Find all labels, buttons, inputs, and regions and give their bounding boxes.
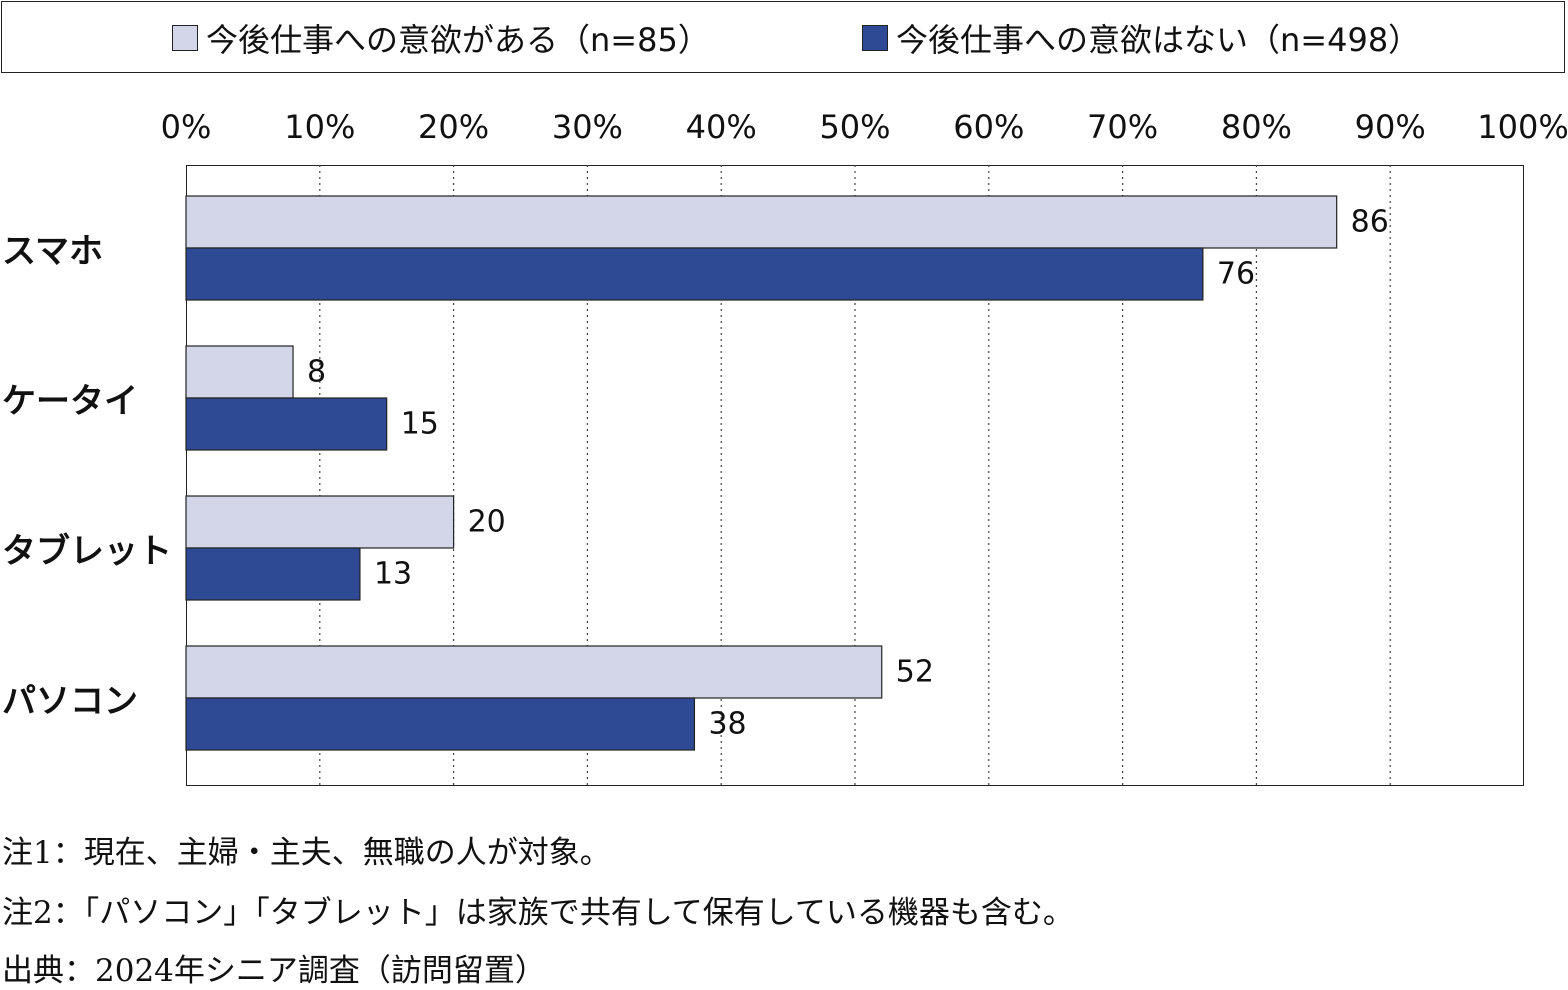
legend-label-not-motivated: 今後仕事への意欲はない（n=498） [896, 21, 1421, 59]
data-label: 13 [373, 556, 413, 592]
x-tick-label: 80% [1220, 108, 1292, 146]
bar-not-motivated [184, 546, 361, 601]
bar-not-motivated [184, 396, 387, 451]
legend-item-motivated: 今後仕事への意欲がある（n=85） [172, 2, 710, 74]
x-tick-label: 70% [1087, 108, 1159, 146]
source-note: 出典：2024年シニア調査（訪問留置） [2, 953, 546, 989]
legend-label-motivated: 今後仕事への意欲がある（n=85） [206, 21, 710, 59]
legend-swatch-not-motivated [862, 25, 888, 51]
data-label: 20 [467, 504, 506, 540]
note-2: 注2：「パソコン」「タブレット」は家族で共有して保有している機器も含む。 [2, 895, 1074, 931]
bar-not-motivated [184, 246, 1203, 301]
category-label: ケータイ [2, 381, 138, 422]
x-tick-label: 10% [284, 108, 356, 146]
legend: 今後仕事への意欲がある（n=85） 今後仕事への意欲はない（n=498） [1, 1, 1565, 73]
data-label: 8 [307, 354, 327, 390]
bar-motivated [184, 494, 454, 549]
category-label: タブレット [2, 531, 172, 572]
x-tick-label: 100% [1477, 108, 1568, 146]
bar-motivated [184, 194, 1337, 249]
data-label: 76 [1216, 256, 1256, 292]
plot-area [184, 164, 1524, 786]
legend-swatch-motivated [172, 25, 198, 51]
data-label: 38 [708, 706, 747, 742]
x-tick-label: 90% [1354, 108, 1426, 146]
data-label: 52 [895, 654, 934, 690]
bar-motivated [184, 644, 882, 699]
x-tick-label: 0% [160, 108, 212, 146]
x-tick-label: 20% [418, 108, 490, 146]
bar-chart [184, 164, 1391, 786]
legend-item-not-motivated: 今後仕事への意欲はない（n=498） [862, 2, 1420, 74]
bar-motivated [184, 344, 294, 399]
note-1: 注1：現在、主婦・主夫、無職の人が対象。 [2, 835, 611, 871]
data-label: 15 [400, 406, 439, 442]
x-tick-label: 50% [819, 108, 891, 146]
data-label: 86 [1350, 204, 1389, 240]
category-label: パソコン [2, 681, 138, 722]
category-label: スマホ [2, 231, 103, 272]
x-tick-label: 60% [953, 108, 1025, 146]
x-tick-label: 40% [685, 108, 757, 146]
x-tick-label: 30% [551, 108, 623, 146]
bar-not-motivated [184, 696, 695, 751]
